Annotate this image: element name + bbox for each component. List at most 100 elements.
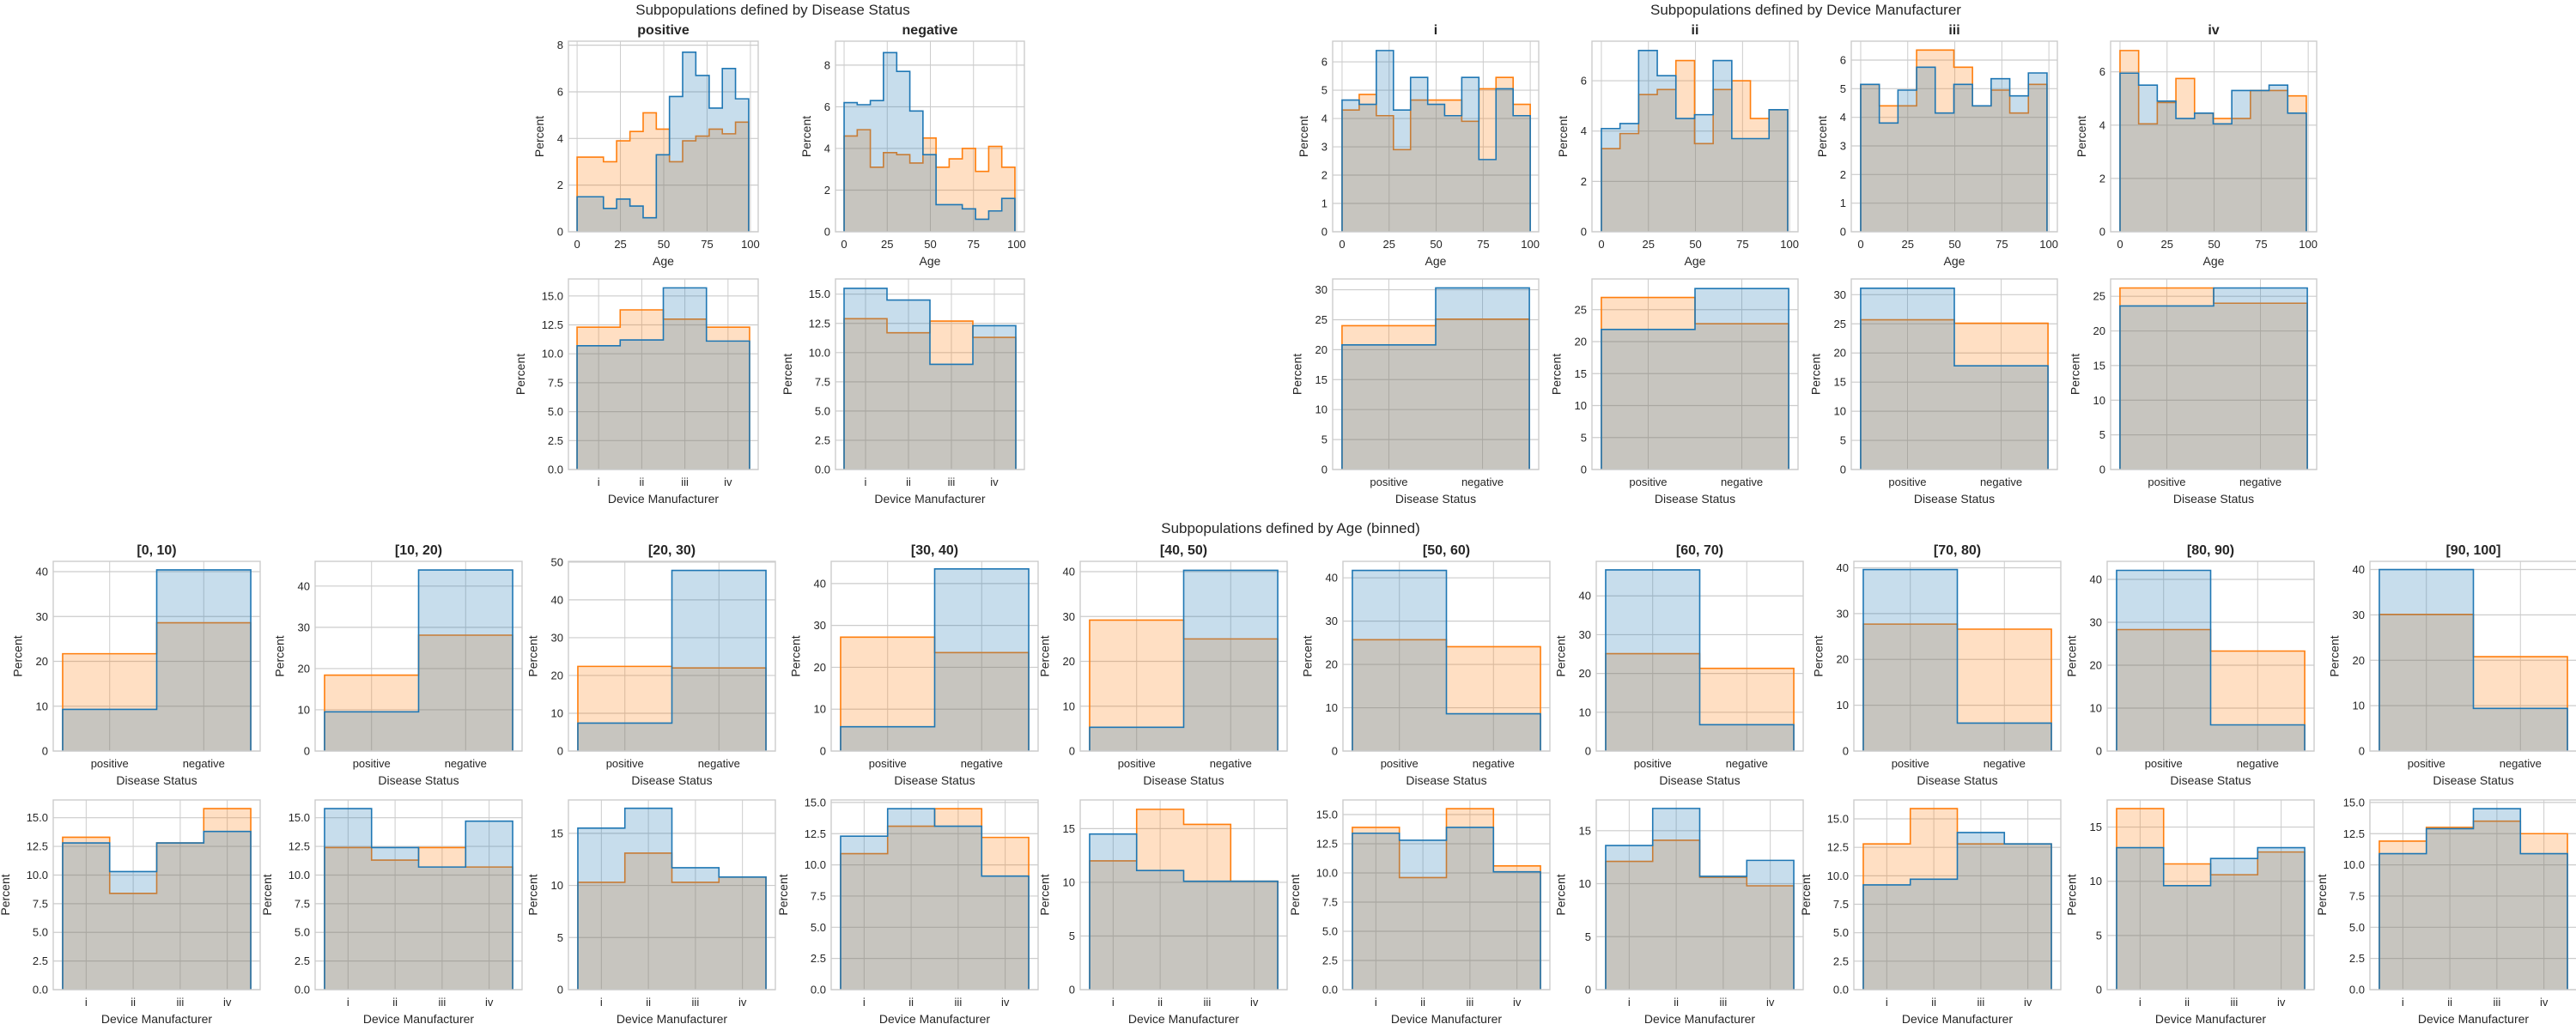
y-tick-label: 40 [2353,563,2365,576]
y-tick-label: 25 [2093,290,2105,303]
series-blue-line [62,569,252,751]
y-tick-label: 12.5 [805,827,826,840]
y-tick-label: 12.5 [27,840,48,853]
series-orange-fill [844,130,1015,232]
x-tick-label: iii [2494,996,2501,1009]
y-tick-label: 30 [298,621,310,633]
x-tick-label: iv [1250,996,1259,1009]
y-tick-label: 10 [2353,700,2365,712]
series-blue-line [2119,72,2307,232]
y-tick-label: 12.5 [542,318,563,331]
x-tick-label: i [1628,996,1631,1009]
y-axis-label: Percent [1554,874,1568,915]
x-tick-label: 25 [1643,238,1655,251]
y-tick-label: 2.5 [1322,954,1338,967]
subplot-title: [0, 10) [137,543,176,558]
series-blue-line [577,569,767,751]
x-tick-label: negative [2237,757,2279,770]
x-tick-label: 50 [658,238,670,251]
y-tick-label: 3 [1321,141,1327,154]
y-tick-label: 5 [2099,428,2105,441]
x-tick-label: negative [1980,476,2022,488]
x-tick-label: ii [131,996,136,1009]
y-axis-label: Percent [1815,116,1829,157]
x-tick-label: 50 [924,238,936,251]
y-axis-label: Percent [2328,635,2342,676]
y-tick-label: 0 [1581,464,1587,476]
axes-frame [2110,278,2318,470]
subplot: positive negative 0 5 10 15 20 25 30 Disease Stat… [1809,278,2058,506]
y-tick-label: 40 [36,566,48,579]
y-tick-label: 0 [304,745,310,758]
subplot: 0 25 50 75 100 0 1 2 3 4 5 6 iii Age Percent [1815,23,2058,268]
y-tick-label: 30 [2090,616,2102,629]
y-tick-label: 10 [1837,699,1849,712]
x-tick-label: negative [1984,757,2026,770]
y-tick-label: 10 [551,706,563,719]
y-tick-label: 7.5 [2349,889,2365,902]
y-tick-label: 5 [1321,84,1327,97]
subplot: 0 25 50 75 100 0 1 2 3 4 5 6 i Age Percent [1297,23,1540,268]
x-tick-label: iii [1204,996,1212,1009]
x-tick-label: i [1112,996,1115,1009]
series-orange-fill [324,847,513,990]
y-tick-label: 30 [1837,607,1849,620]
y-axis-label: Percent [1799,874,1813,915]
series-blue-fill [324,809,513,990]
x-axis-label: Disease Status [894,773,975,787]
x-axis-label: Age [920,254,941,268]
y-tick-label: 10.0 [1827,869,1849,882]
y-tick-label: 30 [1315,283,1327,296]
y-tick-label: 2.5 [548,434,563,447]
x-axis-label: Device Manufacturer [879,1012,991,1026]
subplot: positive negative 0 10 20 30 40 [10, 20) Disease… [273,543,523,787]
section-title-age-binned: Subpopulations defined by Age (binned) [1161,520,1420,536]
x-tick-label: i [600,996,603,1009]
x-tick-label: i [863,996,866,1009]
y-tick-label: 4 [557,132,563,145]
x-tick-label: ii [1674,996,1679,1009]
series-blue-fill [1341,50,1531,232]
y-tick-label: 5 [1840,434,1846,447]
series-blue-line [576,287,750,470]
y-tick-label: 7.5 [1833,898,1849,911]
x-tick-label: positive [1381,757,1419,770]
series-blue-fill [2116,847,2306,990]
series-blue-line [2379,808,2568,990]
y-tick-label: 40 [1326,572,1338,585]
series-blue-fill [2119,288,2308,470]
y-axis-label: Percent [2075,116,2088,157]
x-tick-label: iii [692,996,700,1009]
y-tick-label: 20 [1315,343,1327,356]
y-tick-label: 12.5 [289,840,310,853]
y-tick-label: 2 [1581,175,1587,188]
y-tick-label: 0 [1585,745,1591,758]
subplot: 0 25 50 75 100 0 2 4 6 8 negative Age Percent [799,23,1026,268]
y-tick-label: 15.0 [1316,809,1338,821]
x-tick-label: 50 [2208,238,2220,251]
subplot: 0 25 50 75 100 0 2 4 6 8 positive Age Percent [532,23,760,268]
axes-frame [1595,799,1804,991]
y-tick-label: 15 [2090,821,2102,833]
subplot-title: negative [902,23,958,38]
y-tick-label: 0 [1332,745,1338,758]
x-axis-label: Disease Status [2173,492,2254,506]
y-tick-label: 0.0 [548,464,563,476]
series-blue-line [840,567,1030,751]
subplot: positive negative 0 10 20 30 40 [80, 90) Disease… [2065,543,2315,787]
series-blue-line [2116,846,2306,990]
section-title-device-manufacturer: Subpopulations defined by Device Manufac… [1650,2,1961,18]
y-tick-label: 5 [1069,930,1075,942]
y-axis-label: Percent [781,354,794,395]
y-tick-label: 2 [557,179,563,191]
series-blue-line [1862,832,2052,990]
y-tick-label: 10 [1579,877,1591,890]
x-tick-label: 50 [1948,238,1960,251]
x-tick-label: iv [2024,996,2032,1009]
x-axis-label: Device Manufacturer [1128,1012,1240,1026]
y-tick-label: 0 [1069,984,1075,997]
